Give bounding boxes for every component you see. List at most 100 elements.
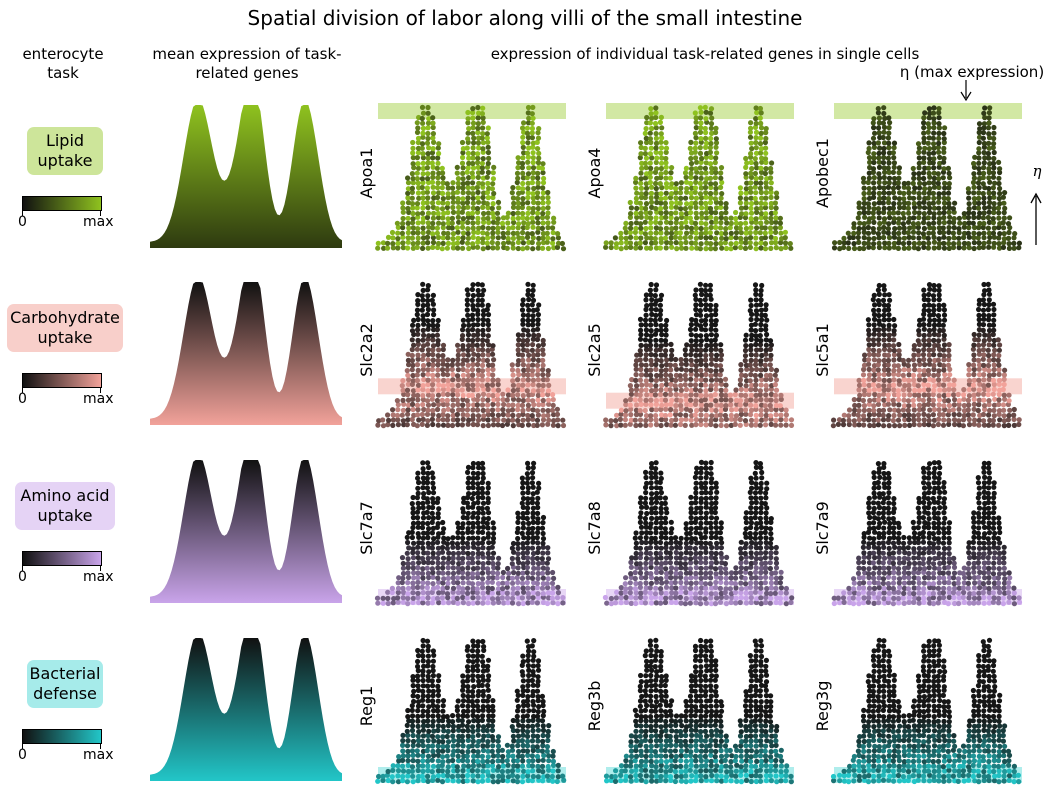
cell-dot (667, 387, 673, 393)
cell-dot (678, 535, 684, 541)
cell-dot (966, 189, 972, 196)
cell-dot (445, 391, 451, 398)
cell-dot (481, 287, 487, 293)
cell-dot (653, 417, 659, 423)
cell-dot (926, 180, 932, 186)
cell-dot (663, 584, 670, 590)
cell-dot (440, 519, 446, 526)
cell-dot (480, 407, 486, 413)
cell-dot (420, 475, 426, 481)
gene-label: Slc5a1 (813, 323, 832, 377)
mean-expression-villi (150, 282, 342, 425)
cell-dot (500, 407, 506, 413)
cell-dot (389, 589, 395, 596)
cell-dot (642, 145, 648, 151)
cell-dot (520, 186, 526, 192)
cell-dot (515, 510, 521, 516)
cell-dot (515, 402, 521, 408)
cell-dot (887, 347, 893, 353)
cell-dot (886, 245, 892, 251)
cell-dot (653, 185, 659, 192)
cell-dot (515, 551, 521, 557)
cell-dot (753, 200, 759, 206)
cell-dot (970, 346, 977, 352)
cell-dot (862, 214, 868, 220)
cell-dot (420, 343, 427, 349)
cell-dot (881, 283, 887, 289)
cell-dot (400, 234, 406, 240)
cell-dot (410, 241, 416, 247)
cell-dot (637, 408, 643, 414)
colorbar-max-label: max (83, 214, 114, 230)
cell-dot (866, 190, 872, 196)
cell-dot (485, 495, 491, 502)
cell-dot (643, 201, 650, 207)
cell-dot (901, 397, 907, 403)
cell-dot (709, 219, 715, 225)
cell-dot (461, 377, 467, 383)
cell-dot (937, 229, 943, 235)
cell-dot (485, 180, 491, 186)
cell-dot (638, 387, 645, 393)
cell-dot (901, 403, 908, 409)
cell-dot (932, 342, 938, 348)
cell-dot (875, 140, 882, 146)
cell-dot (693, 235, 699, 241)
cell-dot (540, 599, 547, 606)
cell-dot (753, 150, 760, 156)
cell-dot (485, 386, 491, 392)
cell-dot (638, 185, 645, 191)
cell-dot (699, 585, 705, 591)
cell-dot (465, 480, 471, 486)
cell-dot (643, 205, 649, 212)
cell-dot (851, 418, 857, 424)
cell-dot (683, 174, 689, 180)
cell-dot (678, 387, 685, 393)
cell-dot (704, 470, 710, 476)
cell-dot (693, 333, 699, 339)
cell-dot (633, 387, 640, 393)
cell-dot (614, 589, 620, 595)
cell-dot (638, 551, 644, 557)
cell-dot (748, 170, 754, 176)
cell-dot (539, 556, 545, 562)
cell-dot (633, 179, 639, 185)
cell-dot (754, 225, 760, 231)
cell-dot (464, 287, 470, 293)
cell-dot (753, 287, 759, 293)
cell-dot (935, 357, 942, 363)
cell-dot (921, 337, 927, 343)
cell-dot (653, 383, 659, 389)
cell-dot (419, 555, 426, 562)
cell-dot (424, 509, 430, 515)
cell-dot (876, 115, 883, 121)
cell-dot (450, 535, 456, 541)
cell-dot (976, 231, 982, 237)
cell-dot (693, 338, 699, 344)
cell-dot (895, 417, 902, 423)
cell-dot (778, 240, 784, 246)
cell-dot (996, 411, 1002, 417)
cell-dot (425, 560, 431, 566)
cell-dot (921, 199, 927, 205)
cell-dot (460, 530, 466, 536)
cell-dot (509, 595, 516, 601)
cell-dot (866, 372, 873, 378)
cell-dot (956, 402, 962, 408)
cell-dot (519, 422, 525, 428)
cell-dot (738, 367, 744, 373)
cell-dot (861, 200, 867, 206)
cell-dot (744, 160, 750, 166)
cell-dot (663, 560, 669, 566)
cell-dot (742, 358, 748, 364)
cell-dot (623, 229, 629, 235)
cell-dot (539, 422, 546, 428)
cell-dot (658, 226, 664, 232)
cell-dot (430, 220, 436, 226)
cell-dot (415, 211, 421, 217)
cell-dot (475, 407, 481, 413)
cell-dot (876, 327, 882, 333)
cell-dot (520, 140, 526, 146)
cell-dot (649, 362, 655, 368)
cell-dot (529, 368, 536, 374)
